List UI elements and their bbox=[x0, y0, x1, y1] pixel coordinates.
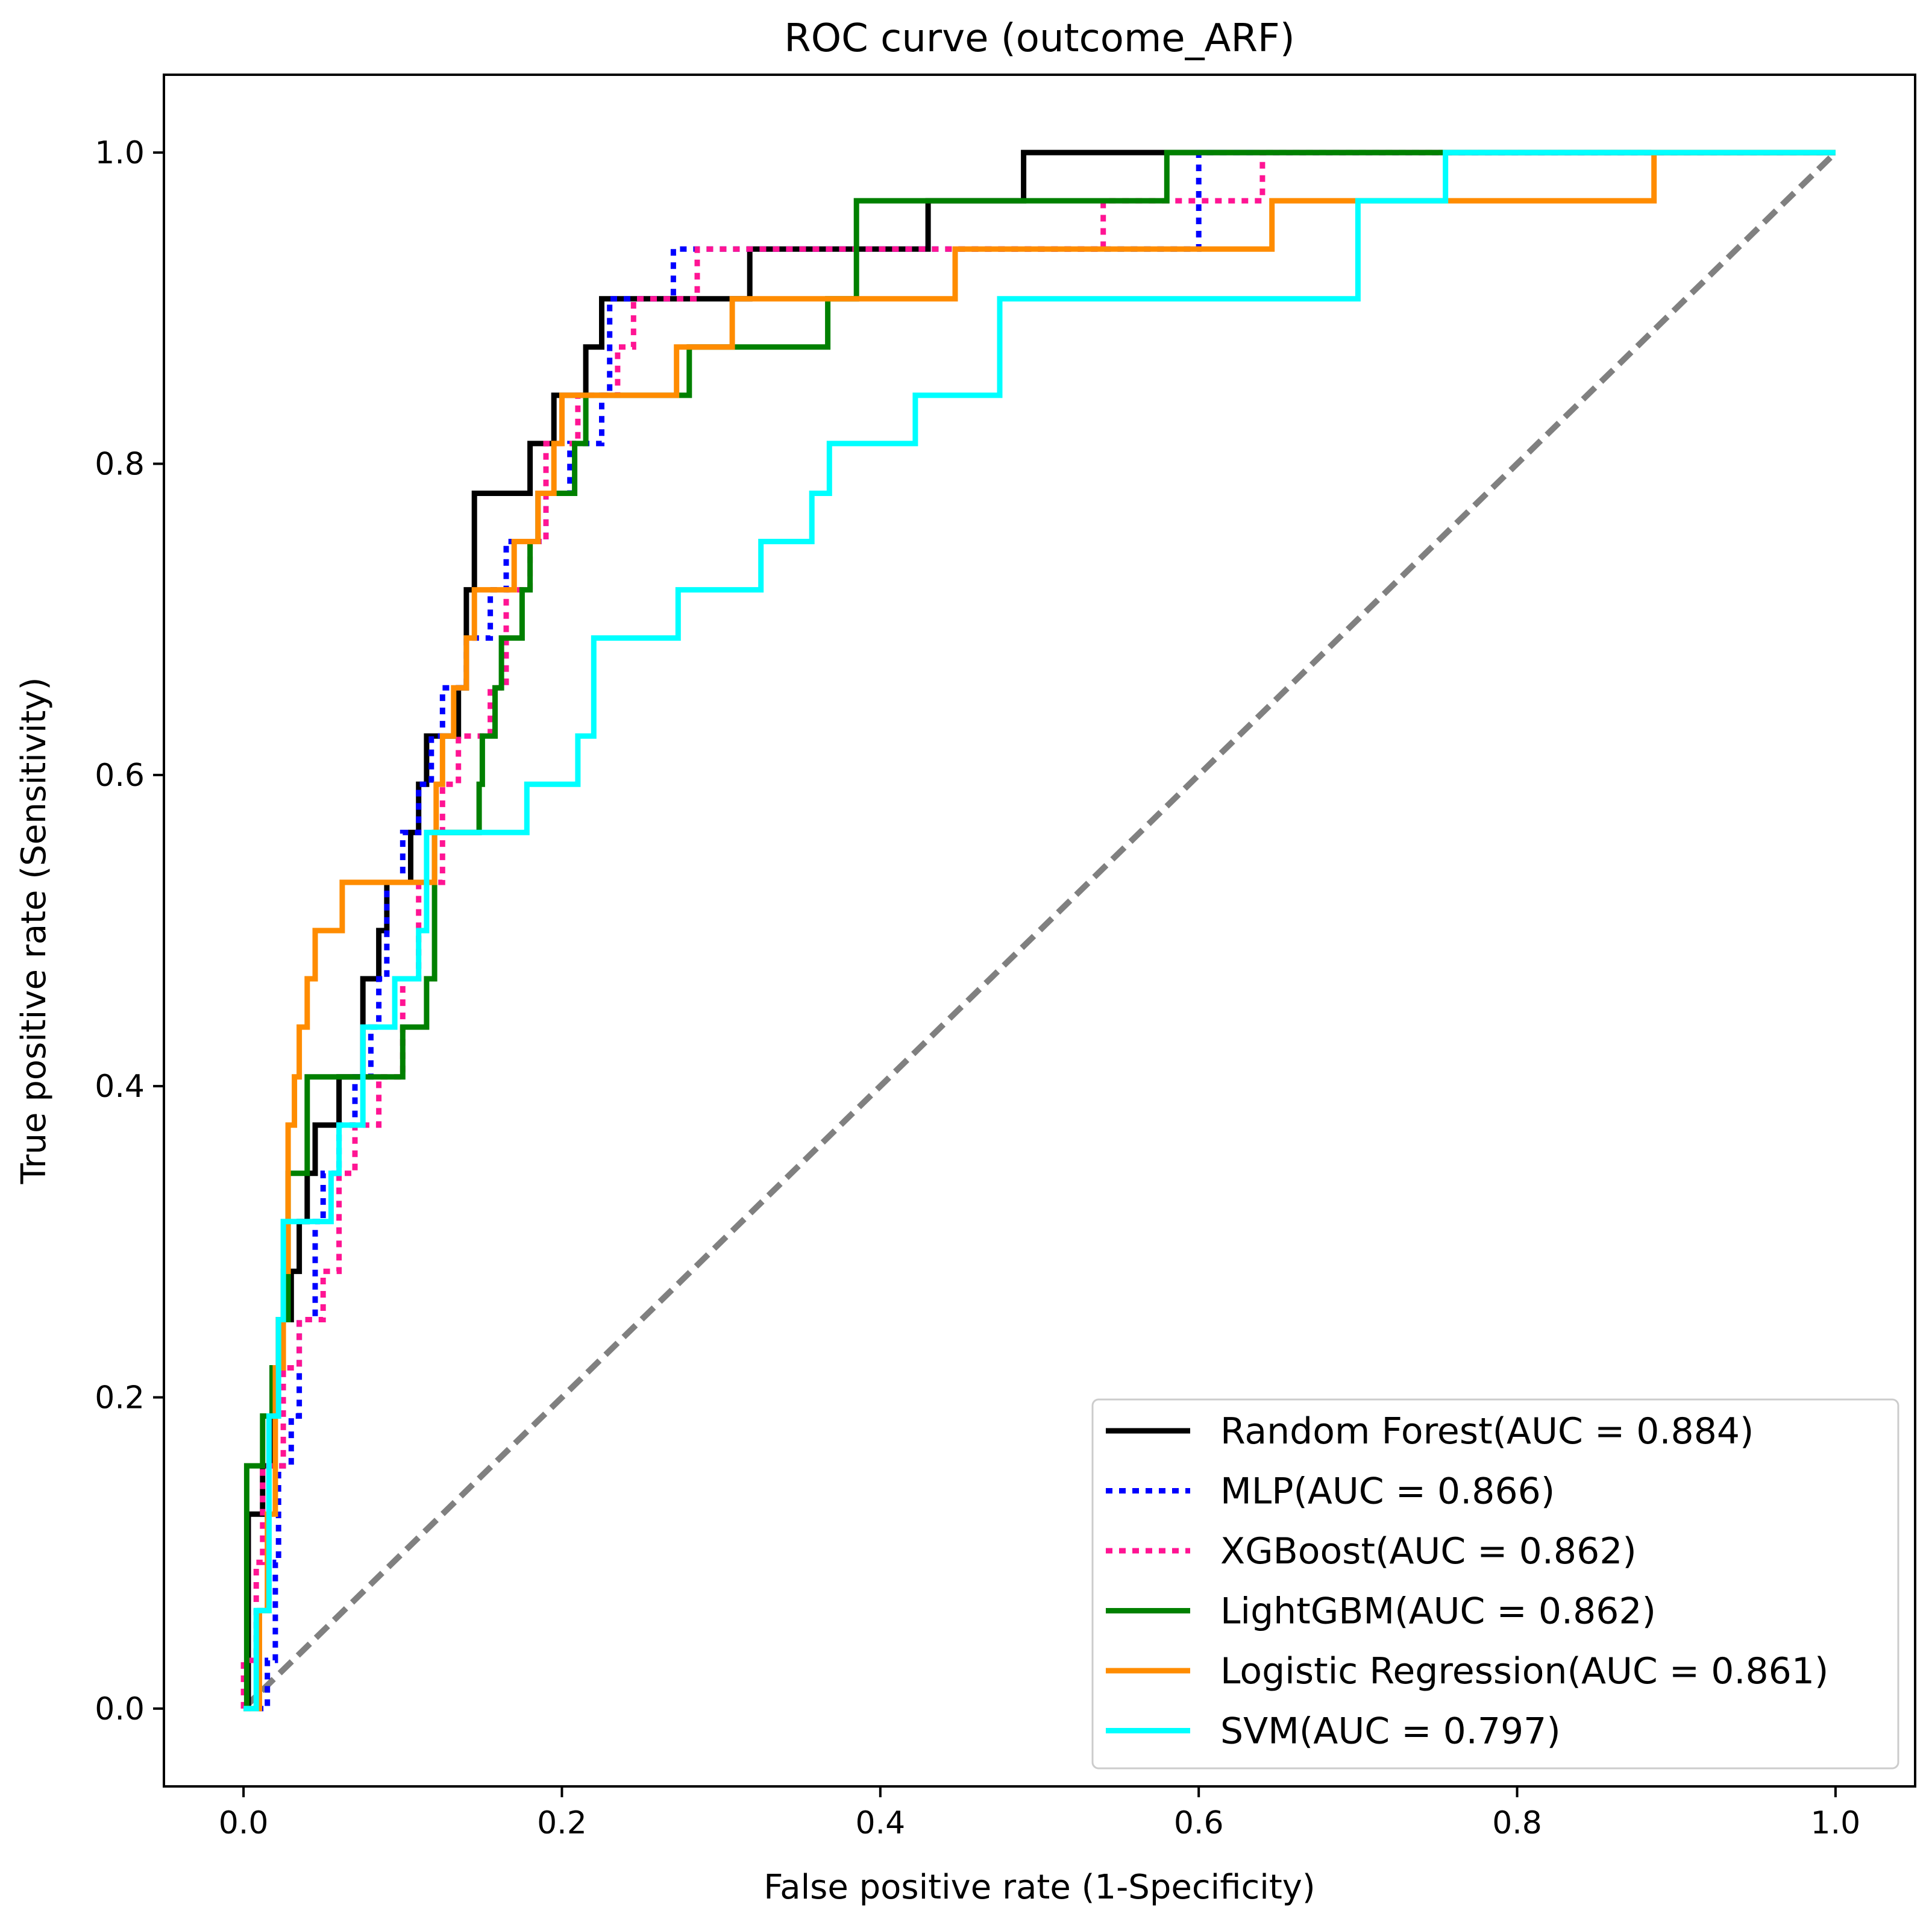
legend-label-svm: SVM(AUC = 0.797) bbox=[1220, 1710, 1561, 1753]
x-tick-label: 0.4 bbox=[855, 1805, 905, 1841]
x-tick-label: 1.0 bbox=[1811, 1805, 1861, 1841]
x-axis-label: False positive rate (1-Specificity) bbox=[764, 1868, 1316, 1907]
legend-box bbox=[1091, 1398, 1899, 1770]
legend-label-lightgbm: LightGBM(AUC = 0.862) bbox=[1220, 1591, 1656, 1633]
y-tick-label: 0.8 bbox=[95, 446, 145, 482]
series-line-svm bbox=[243, 149, 1836, 1712]
series-line-xgboost bbox=[240, 149, 1836, 1709]
chance-diagonal-line bbox=[241, 150, 1838, 1711]
y-tick-label: 0.0 bbox=[95, 1691, 145, 1727]
x-axis: 0.0 0.2 0.4 0.6 0.8 1.0 bbox=[219, 1786, 1861, 1841]
y-tick-label: 0.6 bbox=[95, 758, 145, 794]
y-axis: 0.0 0.2 0.4 0.6 0.8 1.0 bbox=[95, 135, 164, 1727]
chart-title: ROC curve (outcome_ARF) bbox=[784, 16, 1294, 61]
legend: Random Forest(AUC = 0.884) MLP(AUC = 0.86… bbox=[1091, 1398, 1899, 1770]
legend-label-logistic-regression: Logistic Regression(AUC = 0.861) bbox=[1220, 1650, 1828, 1692]
legend-label-xgboost: XGBoost(AUC = 0.862) bbox=[1220, 1530, 1637, 1572]
y-axis-label: True positive rate (Sensitivity) bbox=[14, 677, 54, 1185]
y-tick-label: 0.2 bbox=[95, 1380, 145, 1416]
x-tick-label: 0.8 bbox=[1492, 1805, 1542, 1841]
plot-frame bbox=[163, 74, 1916, 1788]
x-tick-label: 0.0 bbox=[219, 1805, 269, 1841]
plot-area bbox=[163, 74, 1916, 1788]
x-tick-label: 0.6 bbox=[1174, 1805, 1224, 1841]
x-tick-label: 0.2 bbox=[537, 1805, 587, 1841]
legend-label-random-forest: Random Forest(AUC = 0.884) bbox=[1220, 1410, 1754, 1453]
y-tick-label: 0.4 bbox=[95, 1069, 145, 1105]
legend-label-mlp: MLP(AUC = 0.866) bbox=[1220, 1471, 1555, 1513]
y-tick-label: 1.0 bbox=[95, 135, 145, 171]
